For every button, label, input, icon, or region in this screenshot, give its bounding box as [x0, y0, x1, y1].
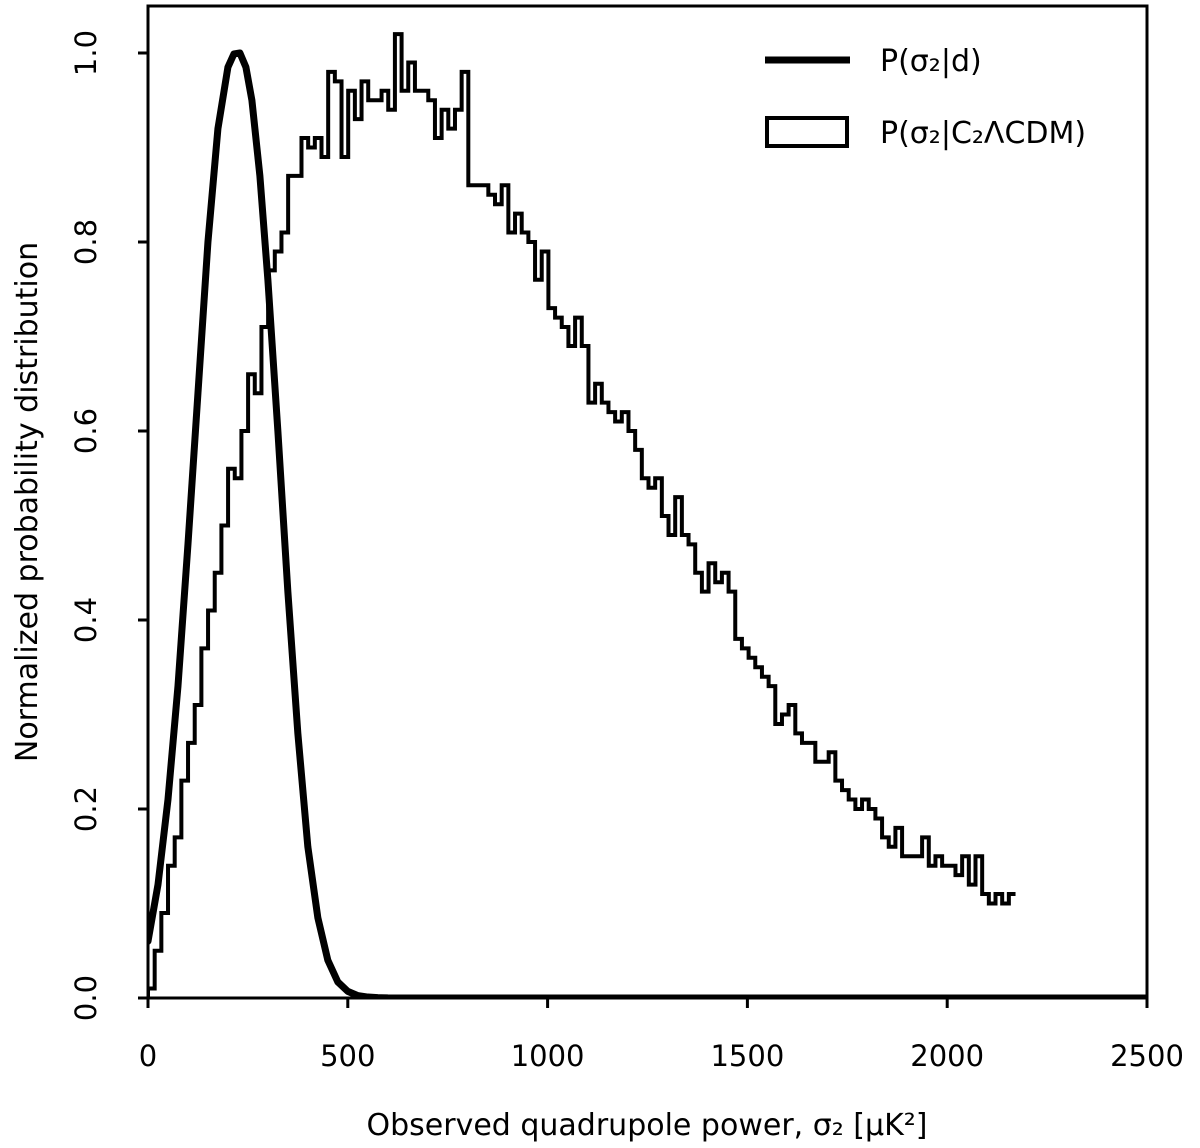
posterior-curve-series	[148, 49, 1147, 998]
y-axis-ticks: 0.0 0.2 0.4 0.6 0.8 1.0	[69, 30, 148, 1021]
y-tick-label: 0.8	[69, 219, 103, 265]
y-tick-label: 0.4	[69, 597, 103, 643]
plot-area	[148, 32, 1147, 998]
x-tick-label: 2000	[910, 1039, 984, 1073]
x-tick-label: 0	[139, 1039, 157, 1073]
x-axis-ticks: 0 500 1000 1500 2000 2500	[139, 998, 1184, 1073]
y-tick-label: 0.0	[69, 975, 103, 1021]
plot-frame	[146, 4, 1149, 1000]
x-tick-label: 1500	[710, 1039, 784, 1073]
x-tick-label: 1000	[511, 1039, 585, 1073]
x-axis-label: Observed quadrupole power, σ₂ [μK²]	[367, 1108, 928, 1143]
x-tick-label: 500	[320, 1039, 375, 1073]
y-tick-label: 0.2	[69, 786, 103, 832]
legend-curve-label: P(σ₂|d)	[880, 44, 982, 79]
legend-hist-label: P(σ₂|C₂ᐱCDM)	[880, 116, 1086, 151]
x-tick-label: 2500	[1110, 1039, 1184, 1073]
y-tick-label: 0.6	[69, 408, 103, 454]
legend: P(σ₂|d) P(σ₂|C₂ᐱCDM)	[765, 44, 1086, 151]
y-tick-label: 1.0	[69, 30, 103, 76]
histogram-series	[148, 32, 1016, 998]
legend-hist-swatch	[765, 116, 849, 148]
y-axis-label: Normalized probability distribution	[10, 242, 45, 762]
